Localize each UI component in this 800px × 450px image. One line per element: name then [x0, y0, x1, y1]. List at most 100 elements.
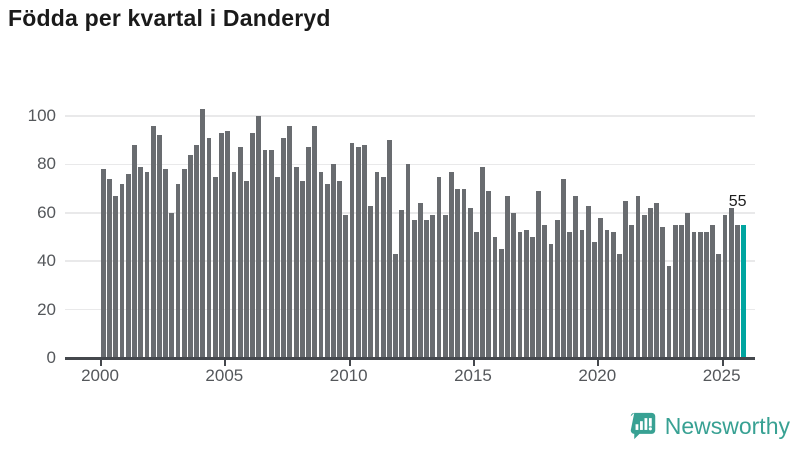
bar — [455, 188, 461, 358]
bar — [430, 215, 436, 358]
bar — [243, 181, 249, 358]
bar — [194, 145, 200, 358]
bar — [349, 142, 355, 358]
bar — [312, 125, 318, 358]
x-axis-tick-label: 2005 — [205, 366, 244, 385]
bar — [442, 215, 448, 358]
bar — [418, 203, 423, 358]
bar — [548, 244, 554, 358]
bar — [368, 205, 374, 358]
chart-title: Födda per kvartal i Danderyd — [8, 5, 331, 31]
bar — [200, 108, 206, 358]
bar — [654, 203, 660, 358]
bar — [436, 176, 442, 358]
y-axis-tick-label: 100 — [27, 106, 56, 125]
x-axis-tick-label: 2025 — [702, 366, 741, 385]
bar — [579, 229, 585, 358]
bar — [567, 232, 573, 358]
bar — [331, 164, 336, 358]
bar — [150, 125, 156, 358]
bar — [411, 220, 417, 358]
bar — [256, 116, 262, 358]
newsworthy-chart-bubble-icon — [630, 412, 655, 440]
bar — [529, 237, 535, 358]
bar — [685, 212, 691, 358]
y-axis-tick-label: 60 — [37, 202, 56, 222]
bar — [635, 195, 641, 358]
bar — [710, 224, 715, 358]
bar — [648, 207, 653, 358]
bar — [722, 215, 728, 358]
bar — [424, 220, 430, 358]
x-axis-tick-mark — [100, 359, 102, 366]
x-axis-tick-label: 2015 — [454, 366, 492, 385]
bar — [704, 232, 709, 358]
bar — [156, 135, 162, 358]
bar — [374, 171, 380, 358]
bar — [660, 227, 666, 358]
bar — [219, 132, 224, 358]
bar — [138, 166, 144, 358]
bar — [728, 207, 734, 358]
bar — [523, 229, 529, 358]
y-gridline — [65, 115, 755, 117]
x-axis-line — [65, 357, 755, 360]
bar — [337, 181, 343, 358]
bar — [480, 166, 485, 358]
bar — [132, 145, 137, 358]
bar — [144, 171, 150, 358]
bar — [101, 169, 106, 358]
y-axis-tick-label: 80 — [37, 154, 56, 174]
bar — [299, 181, 305, 358]
bar — [386, 140, 392, 358]
bar — [679, 224, 684, 358]
bar — [461, 188, 467, 358]
bar — [629, 224, 635, 358]
bar — [616, 253, 622, 358]
y-axis-tick-label: 40 — [37, 251, 56, 271]
y-axis-tick-label: 20 — [37, 299, 56, 319]
bar — [735, 224, 740, 358]
bar — [498, 249, 504, 358]
x-axis-tick-mark — [224, 359, 227, 366]
bar — [716, 253, 722, 358]
bar — [293, 166, 299, 358]
bar — [318, 171, 324, 358]
bar — [666, 266, 672, 358]
bar — [113, 195, 119, 358]
bar — [380, 176, 386, 358]
y-axis-tick-label: 0 — [46, 348, 56, 367]
bar — [355, 147, 361, 358]
bar — [206, 137, 212, 358]
bar — [585, 205, 591, 358]
bar — [175, 183, 181, 358]
bar — [268, 149, 274, 358]
bar — [275, 176, 280, 358]
bar — [691, 232, 697, 358]
bar — [697, 232, 703, 358]
bar — [212, 176, 218, 358]
bar — [362, 145, 367, 358]
bar — [324, 183, 330, 358]
bar — [672, 224, 678, 358]
bar — [492, 237, 498, 358]
x-axis-tick-mark — [597, 359, 600, 366]
bar — [237, 147, 243, 358]
bar — [561, 178, 566, 358]
bar — [511, 212, 517, 358]
bar — [181, 169, 187, 358]
x-axis-tick-mark — [721, 359, 724, 366]
newsworthy-logo-text: Newsworthy — [664, 412, 790, 439]
bar — [188, 154, 193, 358]
bar — [449, 171, 454, 358]
bar — [125, 174, 131, 358]
newsworthy-logo-link[interactable]: Newsworthy — [629, 411, 790, 441]
bar — [399, 210, 405, 358]
bar — [623, 200, 628, 358]
bar — [225, 130, 231, 358]
bar — [119, 183, 125, 358]
x-axis-tick-label: 2000 — [81, 366, 119, 385]
bar — [505, 195, 510, 358]
bar — [393, 253, 398, 358]
